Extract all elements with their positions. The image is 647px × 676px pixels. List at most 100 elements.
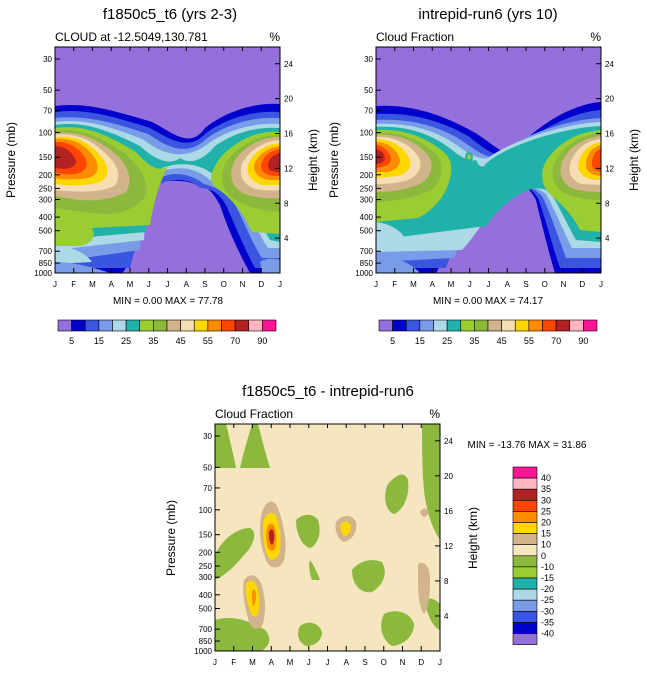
pressure-tick-label: 30 — [364, 55, 373, 64]
colorbar-swatch — [419, 319, 434, 332]
height-tick-label: 20 — [605, 95, 614, 104]
colorbar-label: -25 — [541, 595, 554, 605]
panel-1-units: % — [269, 30, 280, 44]
month-tick-label: N — [240, 280, 246, 289]
month-tick-label: J — [599, 280, 603, 289]
colorbar-swatch — [207, 319, 222, 332]
colorbar-label: -40 — [541, 629, 554, 639]
colorbar-label: 25 — [121, 336, 131, 346]
height-tick-label: 16 — [605, 130, 614, 139]
height-tick-label: 12 — [444, 542, 453, 551]
pressure-tick-label: 400 — [360, 213, 374, 222]
month-tick-label: N — [561, 280, 567, 289]
month-tick-label: F — [392, 280, 397, 289]
month-tick-label: J — [438, 658, 442, 667]
colorbar-swatch — [378, 319, 393, 332]
colorbar-swatch — [528, 319, 543, 332]
colorbar-swatch — [139, 319, 154, 332]
height-tick-label: 12 — [605, 164, 614, 173]
colorbar-swatch — [512, 544, 538, 557]
colorbar-swatch — [153, 319, 168, 332]
pressure-tick-label: 50 — [364, 86, 373, 95]
colorbar-swatch — [125, 319, 141, 332]
colorbar-label: 70 — [230, 336, 240, 346]
colorbar-swatch — [71, 319, 86, 332]
height-tick-label: 24 — [284, 60, 293, 69]
panel-1-height-ticks: 24 20 16 12 8 4 — [275, 60, 293, 243]
colorbar-swatch — [460, 319, 475, 332]
panel-1-ylabel: Pressure (mb) — [4, 122, 18, 198]
pressure-tick-label: 500 — [39, 227, 53, 236]
month-tick-label: J — [487, 280, 491, 289]
colorbar-label: 5 — [69, 336, 74, 346]
pressure-tick-label: 100 — [199, 506, 213, 515]
colorbar-swatch — [512, 533, 538, 545]
pressure-tick-label: 400 — [199, 591, 213, 600]
colorbar-label: 45 — [176, 336, 186, 346]
colorbar-swatch — [98, 319, 113, 332]
pressure-tick-label: 1000 — [355, 269, 373, 278]
pressure-tick-label: 250 — [39, 184, 53, 193]
month-tick-label: F — [71, 280, 76, 289]
colorbar-swatch — [512, 633, 538, 645]
pressure-tick-label: 850 — [199, 637, 213, 646]
colorbar-swatch — [221, 319, 236, 332]
month-tick-label: O — [221, 280, 227, 289]
panel-1-subtitle: CLOUD at -12.5049,130.781 — [55, 30, 208, 44]
colorbar-label: 25 — [442, 336, 452, 346]
panel-3: f1850c5_t6 - intrepid-run6 Cloud Fractio… — [164, 383, 587, 667]
colorbar-label: 35 — [541, 484, 551, 494]
month-tick-label: D — [418, 658, 424, 667]
colorbar-swatch — [514, 319, 530, 332]
colorbar-swatch — [57, 319, 72, 332]
pressure-tick-label: 500 — [199, 605, 213, 614]
month-tick-label: A — [430, 280, 436, 289]
height-tick-label: 12 — [284, 164, 293, 173]
height-tick-label: 8 — [444, 577, 449, 586]
height-tick-label: 16 — [284, 130, 293, 139]
month-tick-label: M — [287, 658, 294, 667]
colorbar-label: -15 — [541, 573, 554, 583]
colorbar-swatch — [542, 319, 557, 332]
height-tick-label: 8 — [605, 199, 610, 208]
pressure-tick-label: 50 — [203, 463, 212, 472]
month-tick-label: M — [448, 280, 455, 289]
pressure-tick-label: 850 — [39, 259, 53, 268]
pressure-tick-label: 70 — [203, 484, 212, 493]
pressure-tick-label: 250 — [199, 562, 213, 571]
panel-2: intrepid-run6 (yrs 10) Cloud Fraction % — [327, 6, 641, 346]
pressure-tick-label: 150 — [360, 153, 374, 162]
colorbar-label: -10 — [541, 562, 554, 572]
pressure-tick-label: 200 — [199, 548, 213, 557]
month-tick-label: A — [184, 280, 190, 289]
colorbar-swatch — [569, 319, 584, 332]
panel-2-units: % — [590, 30, 601, 44]
month-tick-label: M — [410, 280, 417, 289]
panel-3-subtitle: Cloud Fraction — [215, 407, 293, 421]
month-tick-label: J — [326, 658, 330, 667]
panel-3-units: % — [429, 407, 440, 421]
height-tick-label: 4 — [284, 234, 289, 243]
colorbar-swatch — [512, 588, 538, 601]
panel-3-y2label: Height (km) — [466, 507, 480, 569]
pressure-tick-label: 500 — [360, 227, 374, 236]
colorbar-swatch — [405, 319, 421, 332]
pressure-tick-label: 30 — [203, 432, 212, 441]
pressure-tick-label: 700 — [39, 247, 53, 256]
panel-2-y2label: Height (km) — [627, 129, 641, 191]
month-tick-label: J — [53, 280, 57, 289]
panel-2-stats: MIN = 0.00 MAX = 74.17 — [433, 296, 543, 307]
colorbar-swatch — [248, 319, 263, 332]
month-tick-label: J — [166, 280, 170, 289]
pressure-tick-label: 300 — [360, 196, 374, 205]
colorbar-label: 0 — [541, 551, 546, 561]
pressure-tick-label: 50 — [43, 86, 52, 95]
pressure-tick-label: 150 — [199, 531, 213, 540]
month-tick-label: J — [147, 280, 151, 289]
panel-1-y2label: Height (km) — [306, 129, 320, 191]
height-tick-label: 4 — [605, 234, 610, 243]
